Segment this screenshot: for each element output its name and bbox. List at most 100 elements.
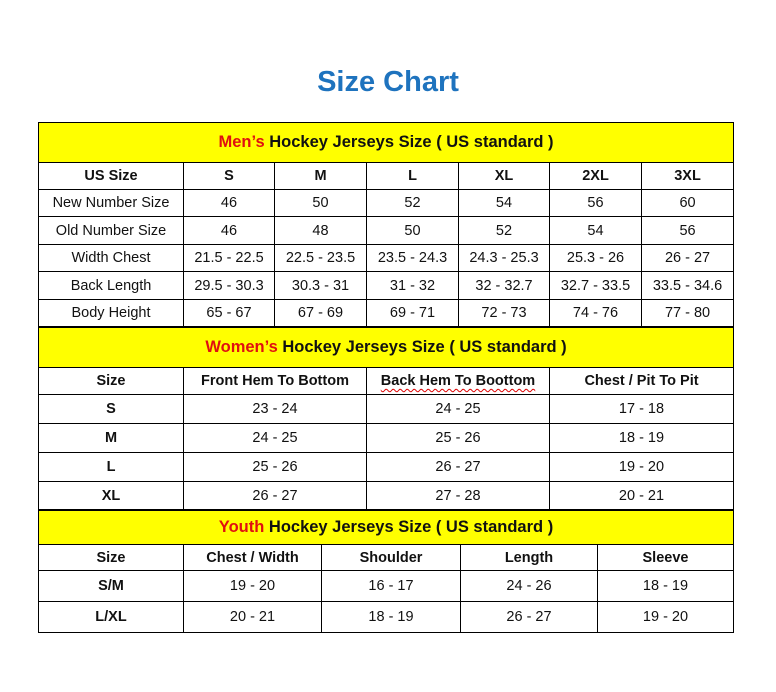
table-cell: 16 - 17 (321, 570, 461, 602)
column-header-label: XL (494, 168, 514, 184)
table-cell: 67 - 69 (274, 299, 367, 327)
table-cell: 23 - 24 (183, 394, 367, 424)
column-header-label: Size (96, 549, 126, 566)
table-cell: 18 - 19 (548, 423, 735, 453)
table-cell: 24 - 25 (183, 423, 367, 453)
column-header-label: M (314, 168, 327, 184)
column-header-label: Chest / Pit To Pit (584, 373, 699, 389)
column-header-label: Length (504, 549, 554, 566)
banner-highlight: Youth (218, 518, 265, 536)
table-row: Back Length 29.5 - 30.3 30.3 - 31 31 - 32 32… (38, 271, 735, 300)
table-cell: 50 (274, 189, 367, 217)
column-header-label: Sleeve (642, 549, 689, 566)
table-row: Body Height 65 - 67 67 - 69 69 - 71 72 - 73 7… (38, 299, 735, 327)
banner-text: Hockey Jerseys Size ( US standard ) (264, 518, 554, 536)
column-header-label: S (224, 168, 234, 184)
table-cell: 24 - 26 (460, 570, 598, 602)
table-cell: 24.3 - 25.3 (458, 244, 550, 272)
table-cell: 56 (549, 189, 642, 217)
banner-text: Hockey Jerseys Size ( US standard ) (277, 338, 567, 356)
table-cell: 52 (458, 216, 550, 245)
men-banner-title: Men’s Hockey Jerseys Size ( US standard … (37, 122, 735, 163)
row-label: XL (38, 481, 184, 510)
table-row: L/XL 20 - 21 18 - 19 26 - 27 19 - 20 (38, 601, 735, 633)
column-header-label: 2XL (582, 168, 609, 184)
table-cell: 52 (366, 189, 459, 217)
column-header: Back Hem To Boottom (366, 367, 550, 395)
column-header: S (183, 162, 275, 190)
youth-header-row: Size Chest / Width Shoulder Length Sleeve (38, 544, 735, 571)
column-header: L (366, 162, 459, 190)
column-header: Shoulder (321, 544, 461, 571)
banner-highlight: Women’s (205, 338, 278, 356)
table-cell: 22.5 - 23.5 (274, 244, 367, 272)
youth-banner-title: Youth Hockey Jerseys Size ( US standard … (37, 510, 735, 545)
table-cell: 48 (274, 216, 367, 245)
banner-text: Hockey Jerseys Size ( US standard ) (264, 133, 554, 151)
men-banner: Men’s Hockey Jerseys Size ( US standard … (37, 122, 735, 163)
column-header: XL (458, 162, 550, 190)
column-header: Size (38, 544, 184, 571)
table-cell: 27 - 28 (366, 481, 550, 510)
table-cell: 54 (458, 189, 550, 217)
size-chart: Men’s Hockey Jerseys Size ( US standard … (37, 122, 735, 633)
column-header: 2XL (549, 162, 642, 190)
table-cell: 77 - 80 (640, 299, 735, 327)
table-cell: 46 (183, 189, 275, 217)
column-header-label: Front Hem To Bottom (201, 373, 349, 389)
column-header-label: US Size (84, 168, 138, 184)
row-label: New Number Size (38, 189, 184, 217)
page-title: Size Chart (317, 66, 459, 98)
row-label: Body Height (38, 299, 184, 327)
row-label: Width Chest (38, 244, 184, 272)
row-label: Back Length (38, 271, 184, 300)
table-cell: 30.3 - 31 (274, 271, 367, 300)
column-header-label: Chest / Width (206, 549, 299, 566)
table-cell: 56 (640, 216, 735, 245)
table-cell: 20 - 21 (183, 601, 322, 633)
table-cell: 26 - 27 (640, 244, 735, 272)
table-cell: 26 - 27 (366, 452, 550, 482)
table-cell: 26 - 27 (460, 601, 598, 633)
table-row: Old Number Size 46 48 50 52 54 56 (38, 216, 735, 245)
row-label: L/XL (38, 601, 184, 633)
table-row: XL 26 - 27 27 - 28 20 - 21 (38, 481, 735, 510)
table-cell: 18 - 19 (596, 570, 735, 602)
table-cell: 54 (549, 216, 642, 245)
table-cell: 29.5 - 30.3 (183, 271, 275, 300)
column-header: US Size (38, 162, 184, 190)
column-header: Chest / Width (183, 544, 322, 571)
table-cell: 25 - 26 (183, 452, 367, 482)
table-cell: 74 - 76 (549, 299, 642, 327)
column-header-label: 3XL (674, 168, 701, 184)
column-header: M (274, 162, 367, 190)
table-row: S 23 - 24 24 - 25 17 - 18 (38, 394, 735, 424)
column-header-label: Shoulder (359, 549, 423, 566)
table-cell: 20 - 21 (548, 481, 735, 510)
table-row: L 25 - 26 26 - 27 19 - 20 (38, 452, 735, 482)
table-cell: 32.7 - 33.5 (549, 271, 642, 300)
youth-size-table: Youth Hockey Jerseys Size ( US standard … (37, 510, 735, 633)
men-header-row: US Size S M L XL 2XL 3XL (38, 162, 735, 190)
women-header-row: Size Front Hem To Bottom Back Hem To Boott… (38, 367, 735, 395)
row-label: M (38, 423, 184, 453)
table-cell: 50 (366, 216, 459, 245)
youth-banner: Youth Hockey Jerseys Size ( US standard … (37, 510, 735, 545)
row-label: L (38, 452, 184, 482)
table-cell: 24 - 25 (366, 394, 550, 424)
table-row: Width Chest 21.5 - 22.5 22.5 - 23.5 23.5 - … (38, 244, 735, 272)
table-cell: 19 - 20 (596, 601, 735, 633)
table-cell: 60 (640, 189, 735, 217)
table-cell: 46 (183, 216, 275, 245)
column-header: Sleeve (596, 544, 735, 571)
women-banner-title: Women’s Hockey Jerseys Size ( US standar… (37, 327, 735, 368)
table-cell: 69 - 71 (366, 299, 459, 327)
column-header: Chest / Pit To Pit (548, 367, 735, 395)
column-header: Front Hem To Bottom (183, 367, 367, 395)
table-cell: 72 - 73 (458, 299, 550, 327)
men-size-table: Men’s Hockey Jerseys Size ( US standard … (37, 122, 735, 327)
table-cell: 17 - 18 (548, 394, 735, 424)
table-cell: 19 - 20 (548, 452, 735, 482)
table-cell: 21.5 - 22.5 (183, 244, 275, 272)
table-cell: 19 - 20 (183, 570, 322, 602)
